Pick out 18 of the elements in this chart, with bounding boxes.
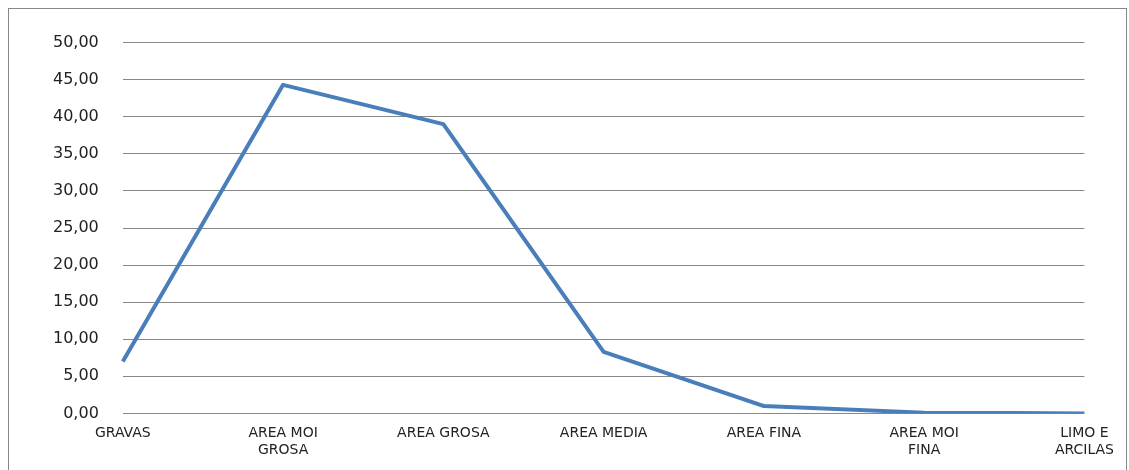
- y-tick-label: 5,00: [63, 365, 99, 385]
- y-tick-label: 15,00: [52, 291, 99, 311]
- x-tick-label: LIMO E ARCILAS: [1054, 424, 1115, 458]
- y-tick-label: 50,00: [52, 31, 99, 51]
- x-tick-label: AREA MEDIA: [559, 424, 648, 441]
- y-tick-label: 35,00: [52, 143, 99, 162]
- x-tick-label: AREA GROSA: [397, 424, 491, 441]
- y-tick-label: 0,00: [63, 402, 99, 422]
- x-tick-label: GRAVAS: [94, 424, 151, 441]
- y-tick-label: 45,00: [52, 68, 99, 88]
- x-tick-label: AREA MOI FINA: [889, 424, 959, 458]
- y-tick-label: 10,00: [52, 328, 99, 348]
- y-tick-label: 25,00: [52, 217, 99, 237]
- y-tick-label: 20,00: [52, 254, 99, 274]
- y-tick-label: 30,00: [52, 180, 99, 200]
- x-tick-label: AREA FINA: [726, 424, 802, 441]
- x-tick-label: AREA MOI GROSA: [248, 424, 318, 458]
- y-tick-label: 40,00: [52, 105, 99, 125]
